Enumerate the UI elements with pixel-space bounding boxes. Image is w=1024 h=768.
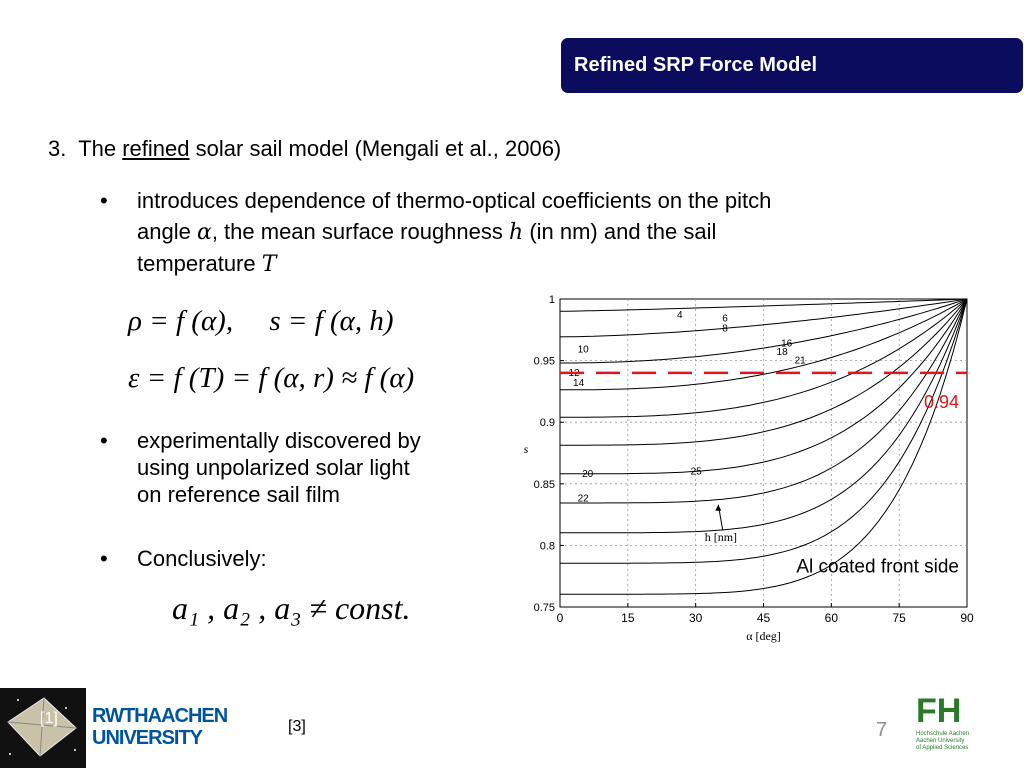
curve-label: 6 — [722, 314, 728, 325]
roughness-curve — [560, 298, 968, 418]
curve-label: 21 — [795, 356, 807, 367]
y-tick-label: 0.85 — [534, 479, 555, 491]
equation-epsilon: ε = f (T) = f (α, r) ≈ f (α) — [128, 362, 414, 395]
roughness-curve — [560, 298, 968, 475]
roughness-curve — [559, 298, 968, 312]
x-tick-label: 15 — [621, 611, 635, 625]
roughness-curve — [560, 298, 968, 364]
h-annotation-arrowhead — [715, 504, 722, 511]
equation-const-text: a₁ , a₂ , a₃ ≠ const. — [172, 590, 411, 626]
curve-label: 10 — [578, 345, 590, 356]
roughness-curve — [559, 298, 968, 338]
rwth-logo-line-1: RWTHAACHEN — [92, 705, 228, 727]
bullet-1-line-3: temperature T — [137, 248, 771, 280]
curve-label: 14 — [573, 378, 585, 389]
x-tick-label: 30 — [689, 611, 703, 625]
bullet-2-line-2: using unpolarized solar light — [137, 455, 410, 480]
bullet-dot: • — [100, 546, 108, 571]
curve-label: 18 — [777, 347, 789, 358]
alpha-symbol: α — [196, 220, 212, 245]
bullet-1-angle-text: angle — [137, 219, 191, 244]
bullet-3: • Conclusively: — [100, 543, 267, 574]
bullet-dot: • — [100, 428, 108, 453]
y-tick-label: 1 — [549, 294, 555, 306]
bullet-1-roughness-text: , the mean surface roughness — [211, 219, 503, 244]
bullet-2-line-3: on reference sail film — [137, 482, 340, 507]
fh-aachen-logo: FH — [916, 693, 982, 729]
bullet-3-text: Conclusively: — [137, 546, 267, 571]
fh-caption-1: Hochschule Aachen — [916, 731, 970, 737]
point-prefix: The — [78, 136, 117, 161]
bullet-dot: • — [100, 188, 108, 213]
y-tick-label: 0.8 — [540, 540, 555, 552]
y-tick-label: 0.75 — [534, 602, 555, 614]
equation-epsilon-text: ε = f (T) = f (α, r) ≈ f (α) — [128, 362, 415, 394]
page-number: 7 — [876, 719, 888, 741]
t-symbol: T — [261, 252, 277, 277]
curve-label: 4 — [677, 310, 683, 321]
roughness-curve — [560, 298, 968, 534]
fh-logo-caption: Hochschule Aachen Aachen University of A… — [916, 731, 986, 752]
roughness-curve — [560, 298, 968, 391]
roughness-curve — [560, 298, 968, 446]
roughness-curve — [560, 298, 968, 564]
point-underlined: refined — [122, 136, 190, 161]
chart-annotation: Al coated front side — [796, 557, 959, 578]
curve-label: 8 — [722, 324, 728, 335]
curve-label: 22 — [578, 494, 590, 505]
equation-s: s = f (α, h) — [269, 305, 394, 337]
point-number: 3. — [48, 136, 67, 161]
curve-label: 16 — [781, 338, 793, 349]
y-tick-label: 0.9 — [540, 417, 555, 429]
reference-line-label: 0.94 — [924, 392, 959, 412]
h-annotation-label: h [nm] — [705, 530, 737, 544]
bullet-1-temperature-text: temperature — [137, 251, 256, 276]
y-axis-label: s — [524, 442, 529, 456]
roughness-curve — [560, 298, 968, 595]
equation-const: a₁ , a₂ , a₃ ≠ const. — [172, 590, 410, 627]
h-symbol: h — [509, 220, 524, 245]
bullet-2-line-1: experimentally discovered by — [137, 428, 421, 453]
x-tick-label: 75 — [892, 611, 906, 625]
bullet-1-line-2: angle α, the mean surface roughness h (i… — [137, 216, 771, 248]
fh-caption-2: Aachen University — [916, 738, 965, 744]
rwth-logo: RWTHAACHEN UNIVERSITY — [92, 705, 228, 749]
fh-logo-text: FH — [916, 692, 962, 730]
slide-title: Refined SRP Force Model — [574, 54, 818, 76]
bullet-1-line-1: introduces dependence of thermo-optical … — [137, 188, 772, 213]
fh-caption-3: of Applied Sciences — [916, 745, 969, 751]
point-suffix: solar sail model (Mengali et al., 2006) — [195, 136, 562, 161]
rwth-logo-line-2: UNIVERSITY — [92, 727, 203, 749]
slide-title-box: Refined SRP Force Model — [561, 38, 1023, 93]
reference-3: [3] — [288, 718, 306, 735]
bullet-1: • introduces dependence of thermo-optica… — [100, 185, 772, 280]
reference-1: [1] — [40, 710, 58, 727]
solar-sail-image — [0, 688, 86, 768]
curve-label: 25 — [691, 466, 703, 477]
x-tick-label: 45 — [757, 611, 771, 625]
curve-label: 20 — [582, 469, 594, 480]
roughness-chart: 0 15 30 45 60 75 90 0.75 0.8 0.85 0.9 0.95 1 α [deg] s… — [524, 294, 974, 643]
x-axis-label: α [deg] — [746, 629, 781, 643]
x-tick-label: 60 — [825, 611, 839, 625]
bullet-2: • experimentally discovered by using unp… — [100, 425, 421, 510]
equation-rho-s: ρ = f (α), s = f (α, h) — [128, 305, 394, 338]
bullet-1-sail-text: (in nm) and the sail — [529, 219, 717, 244]
point-3-heading: 3. The refined solar sail model (Mengali… — [48, 136, 561, 162]
equation-rho: ρ = f (α), — [128, 305, 234, 337]
x-tick-label: 90 — [960, 611, 974, 625]
roughness-curve — [560, 298, 968, 504]
y-tick-label: 0.95 — [534, 356, 555, 368]
x-tick-label: 0 — [557, 611, 564, 625]
